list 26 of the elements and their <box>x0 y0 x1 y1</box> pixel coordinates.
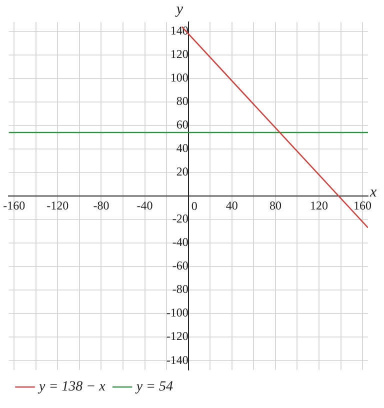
legend-label: y = 54 <box>134 380 173 395</box>
y-axis-title: y <box>174 1 184 18</box>
y-tick-label: 100 <box>170 70 188 85</box>
y-tick-label: -80 <box>172 282 188 296</box>
x-tick-label: 40 <box>226 198 238 212</box>
y-tick-label: -140 <box>166 352 188 367</box>
x-tick-label: -80 <box>93 198 110 212</box>
y-tick-label: 40 <box>176 141 188 156</box>
y-tick-label: -20 <box>172 212 188 226</box>
x-tick-label: 0 <box>191 199 198 214</box>
y-tick-label: 120 <box>170 47 188 62</box>
x-tick-label: -40 <box>136 198 153 212</box>
x-tick-label: 160 <box>354 198 372 212</box>
x-tick-label: -160 <box>3 198 26 212</box>
legend-label: y = 138 − x <box>37 380 106 395</box>
y-tick-label: 80 <box>176 94 188 108</box>
y-tick-label: -40 <box>172 235 188 250</box>
y-tick-label: -100 <box>166 306 188 320</box>
x-axis-title: x <box>369 184 377 200</box>
x-tick-label: 120 <box>310 198 328 212</box>
y-tick-label: -120 <box>166 329 188 344</box>
y-tick-label: -60 <box>172 258 188 273</box>
x-tick-label: 80 <box>269 198 282 212</box>
x-tick-label: -120 <box>46 198 69 212</box>
y-tick-label: 60 <box>176 118 188 132</box>
y-tick-label: 20 <box>176 164 188 179</box>
